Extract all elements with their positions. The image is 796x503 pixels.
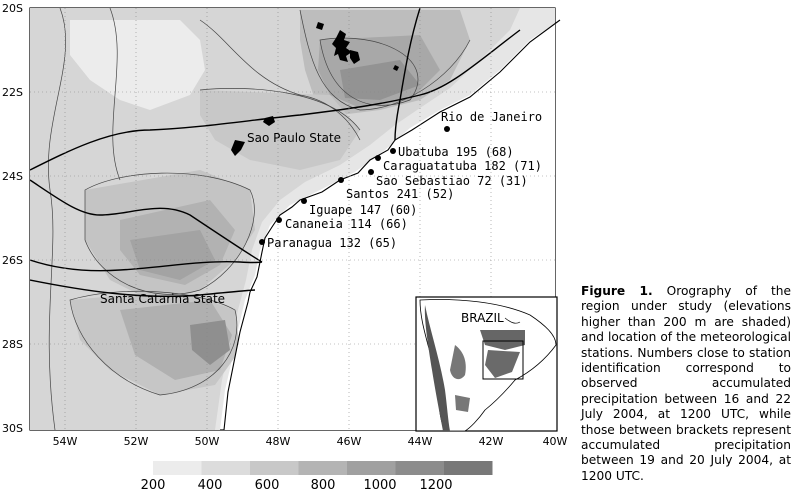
colorbar-swatch	[395, 461, 444, 475]
station-dot-iguape	[301, 198, 307, 204]
elevation-shading	[30, 8, 555, 430]
city-label-rio-de-janeiro: Rio de Janeiro	[441, 110, 542, 124]
station-label: Santos 241 (52)	[346, 187, 454, 201]
reservoir-marks	[231, 22, 399, 156]
station-dot-ubatuba	[390, 148, 396, 154]
colorbar-swatch	[250, 461, 299, 475]
longitude-axis: 54W 52W 50W 48W 46W 44W 42W 40W	[53, 435, 568, 448]
colorbar-label: 400	[198, 478, 223, 493]
colorbar-swatch	[153, 461, 202, 475]
station-dot-rio-de-janeiro	[444, 126, 450, 132]
colorbar-swatch	[444, 461, 493, 475]
lon-tick: 42W	[479, 435, 504, 448]
lat-tick: 20S	[2, 2, 23, 15]
contour-lines	[48, 8, 471, 430]
station-dot-caraguatatuba	[375, 155, 381, 161]
colorbar-swatch	[298, 461, 347, 475]
colorbar-label: 1200	[419, 478, 452, 493]
lat-tick: 28S	[2, 338, 23, 351]
lon-tick: 48W	[266, 435, 291, 448]
colorbar-label: 1000	[363, 478, 396, 493]
station-dot-santos	[338, 177, 344, 183]
colorbar-label: 600	[255, 478, 280, 493]
colorbar-swatch	[201, 461, 250, 475]
station-label: Cananeia 114 (66)	[285, 217, 408, 231]
figure-caption: Figure 1. Orography of the region under …	[581, 284, 791, 484]
colorbar-label: 200	[141, 478, 166, 493]
station-dot-sao-sebastiao	[368, 169, 374, 175]
lon-tick: 46W	[337, 435, 362, 448]
lat-tick: 22S	[2, 86, 23, 99]
station-label: Caraguatatuba 182 (71)	[383, 159, 542, 173]
station-dot-cananeia	[276, 217, 282, 223]
lat-tick: 24S	[2, 170, 23, 183]
station-markers	[259, 126, 450, 245]
station-label: Paranagua 132 (65)	[267, 236, 397, 250]
colorbar-label: 800	[311, 478, 336, 493]
caption-text: Orography of the region under study (ele…	[581, 284, 791, 483]
coastline	[223, 19, 561, 431]
lat-tick: 26S	[2, 254, 23, 267]
lon-tick: 44W	[408, 435, 433, 448]
map-panel	[29, 7, 561, 431]
colorbar-labels: 200 400 600 800 1000 1200	[141, 478, 453, 493]
latitude-axis: 20S 22S 24S 26S 28S 30S	[2, 2, 23, 435]
inset-label-brazil: BRAZIL	[461, 311, 504, 325]
state-borders	[30, 8, 521, 297]
station-dot-paranagua	[259, 239, 265, 245]
lon-tick: 50W	[195, 435, 220, 448]
lon-tick: 54W	[53, 435, 78, 448]
lon-tick: 40W	[543, 435, 568, 448]
orography-map-figure: 20S 22S 24S 26S 28S 30S 54W 52W 50W 48W …	[2, 2, 568, 493]
station-label: Sao Sebastiao 72 (31)	[376, 174, 528, 188]
state-label-santa-catarina: Santa Catarina State	[100, 292, 225, 306]
state-label-sao-paulo: Sao Paulo State	[247, 131, 341, 145]
lon-tick: 52W	[124, 435, 149, 448]
colorbar-swatch	[347, 461, 396, 475]
station-labels: Rio de Janeiro Ubatuba 195 (68) Caraguat…	[267, 110, 542, 250]
figure-label: Figure 1.	[581, 284, 653, 298]
elevation-colorbar	[153, 461, 493, 475]
lat-tick: 30S	[2, 422, 23, 435]
station-label: Iguape 147 (60)	[309, 203, 417, 217]
inset-map-brazil: BRAZIL	[415, 296, 558, 432]
station-label: Ubatuba 195 (68)	[398, 145, 514, 159]
